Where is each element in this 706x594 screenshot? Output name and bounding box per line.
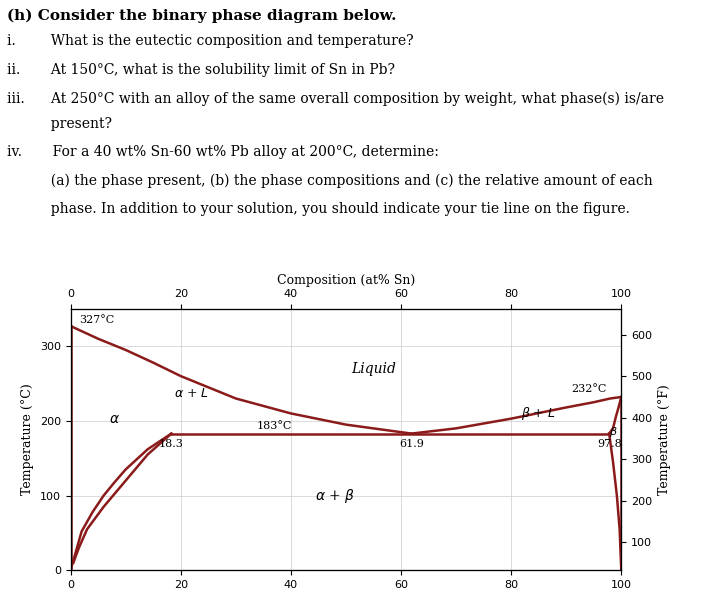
Text: 61.9: 61.9: [399, 439, 424, 449]
Y-axis label: Temperature (°F): Temperature (°F): [658, 384, 671, 495]
Text: $\beta$: $\beta$: [609, 425, 618, 439]
Text: $\beta$ + $L$: $\beta$ + $L$: [521, 405, 556, 422]
Text: present?: present?: [7, 117, 112, 131]
Y-axis label: Temperature (°C): Temperature (°C): [21, 384, 34, 495]
Text: (a) the phase present, (b) the phase compositions and (c) the relative amount of: (a) the phase present, (b) the phase com…: [7, 174, 653, 188]
Text: 18.3: 18.3: [159, 439, 184, 449]
Text: 97.8: 97.8: [597, 439, 621, 449]
Text: iii.      At 250°C with an alloy of the same overall composition by weight, what: iii. At 250°C with an alloy of the same …: [7, 91, 664, 106]
Text: phase. In addition to your solution, you should indicate your tie line on the fi: phase. In addition to your solution, you…: [7, 203, 630, 216]
X-axis label: Composition (at% Sn): Composition (at% Sn): [277, 274, 415, 286]
Text: 183°C: 183°C: [257, 421, 292, 431]
Text: $\alpha$: $\alpha$: [109, 412, 120, 426]
Text: (h) Consider the binary phase diagram below.: (h) Consider the binary phase diagram be…: [7, 8, 397, 23]
Text: Liquid: Liquid: [351, 362, 396, 375]
Text: $\alpha$ + $\beta$: $\alpha$ + $\beta$: [315, 486, 355, 504]
Text: iv.       For a 40 wt% Sn-60 wt% Pb alloy at 200°C, determine:: iv. For a 40 wt% Sn-60 wt% Pb alloy at 2…: [7, 146, 439, 159]
Text: 232°C: 232°C: [572, 384, 607, 394]
Text: ii.       At 150°C, what is the solubility limit of Sn in Pb?: ii. At 150°C, what is the solubility lim…: [7, 63, 395, 77]
Text: 327°C: 327°C: [79, 315, 114, 326]
Text: $\alpha$ + $L$: $\alpha$ + $L$: [174, 387, 209, 400]
Text: i.        What is the eutectic composition and temperature?: i. What is the eutectic composition and …: [7, 34, 414, 48]
